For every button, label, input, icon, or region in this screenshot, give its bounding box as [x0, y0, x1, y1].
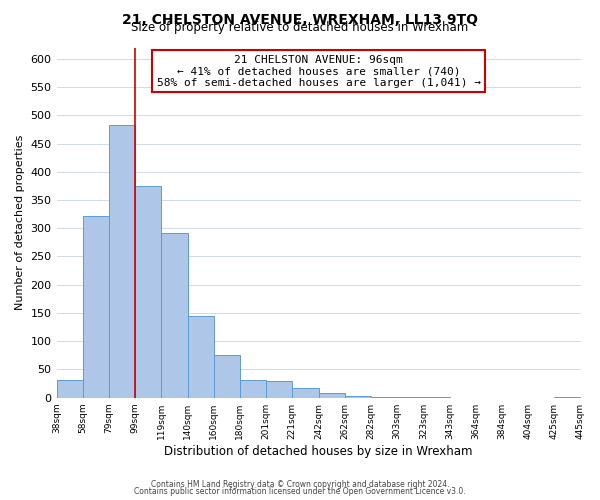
Bar [135, 186, 161, 398]
Bar [371, 396, 397, 398]
Bar [345, 396, 371, 398]
Text: Contains HM Land Registry data © Crown copyright and database right 2024.: Contains HM Land Registry data © Crown c… [151, 480, 449, 489]
Bar [161, 233, 188, 398]
Bar [214, 356, 240, 398]
Bar [554, 397, 580, 398]
Bar [266, 382, 292, 398]
Bar [319, 393, 345, 398]
Text: 21, CHELSTON AVENUE, WREXHAM, LL13 9TQ: 21, CHELSTON AVENUE, WREXHAM, LL13 9TQ [122, 12, 478, 26]
Bar [424, 397, 449, 398]
Text: 21 CHELSTON AVENUE: 96sqm
← 41% of detached houses are smaller (740)
58% of semi: 21 CHELSTON AVENUE: 96sqm ← 41% of detac… [157, 54, 481, 88]
Text: Size of property relative to detached houses in Wrexham: Size of property relative to detached ho… [131, 22, 469, 35]
X-axis label: Distribution of detached houses by size in Wrexham: Distribution of detached houses by size … [164, 444, 473, 458]
Bar [83, 216, 109, 398]
Bar [188, 316, 214, 398]
Bar [397, 397, 424, 398]
Text: Contains public sector information licensed under the Open Government Licence v3: Contains public sector information licen… [134, 487, 466, 496]
Bar [56, 380, 83, 398]
Y-axis label: Number of detached properties: Number of detached properties [15, 135, 25, 310]
Bar [240, 380, 266, 398]
Bar [292, 388, 319, 398]
Bar [109, 126, 135, 398]
